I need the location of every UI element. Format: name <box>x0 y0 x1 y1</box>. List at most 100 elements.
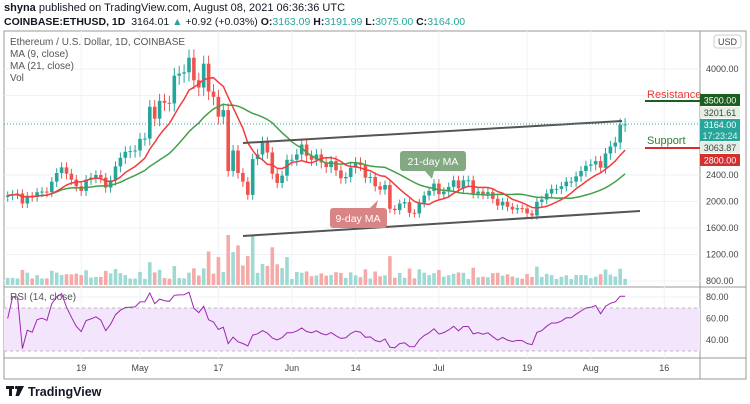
candle <box>554 188 559 190</box>
symbol: COINBASE:ETHUSD, 1D <box>4 16 126 28</box>
candle <box>314 154 319 160</box>
volume-bar <box>270 247 275 285</box>
candle <box>118 157 123 167</box>
volume-bar <box>133 278 137 285</box>
candle <box>618 124 622 143</box>
date-tick-label: 17 <box>213 363 223 373</box>
candle <box>569 181 573 183</box>
candle <box>304 144 309 156</box>
candle <box>451 180 456 187</box>
candle <box>206 63 211 92</box>
candle <box>422 195 426 203</box>
candle <box>246 181 250 195</box>
volume-bar <box>495 272 500 285</box>
candle <box>250 159 255 195</box>
volume-bar <box>35 275 39 285</box>
price-tick-label: 800.00 <box>706 276 734 286</box>
candle <box>143 138 147 140</box>
candle <box>334 161 338 171</box>
volume-bar <box>157 269 162 285</box>
volume-bar <box>54 272 59 285</box>
candle <box>432 183 436 191</box>
candle <box>339 170 343 179</box>
candle <box>530 213 534 216</box>
high: 3191.99 <box>324 16 363 28</box>
price-tick-label: 2400.00 <box>706 170 739 180</box>
candle <box>35 192 39 197</box>
candle <box>348 167 353 177</box>
volume-bar <box>363 269 368 285</box>
candle <box>564 181 569 187</box>
candle <box>486 192 490 195</box>
volume-bar <box>30 278 34 285</box>
volume-bar <box>59 274 64 285</box>
ma9-callout: 9-day MA <box>330 200 387 228</box>
candle <box>466 180 471 182</box>
volume-bar <box>295 271 299 285</box>
currency-button[interactable] <box>713 34 742 49</box>
volume-bar <box>314 275 319 285</box>
candle <box>133 150 137 152</box>
volume-bar <box>589 278 593 285</box>
volume-bar <box>40 278 44 285</box>
candle <box>446 186 451 192</box>
volume-bar <box>549 275 554 285</box>
volume-bar <box>50 270 54 285</box>
candle <box>177 73 181 76</box>
volume-bar <box>231 252 235 285</box>
candle <box>442 191 446 195</box>
volume-bar <box>598 274 603 285</box>
lower-trendline[interactable] <box>242 210 641 237</box>
candle <box>69 173 74 180</box>
volume-bar <box>79 275 83 285</box>
candle <box>187 57 191 73</box>
candle <box>148 106 152 139</box>
volume-bar <box>108 273 113 285</box>
volume-bar <box>187 272 191 285</box>
volume-bar <box>64 274 69 285</box>
candle <box>623 124 627 126</box>
candle <box>172 75 177 104</box>
candle <box>417 202 422 214</box>
volume-bar <box>265 265 270 285</box>
volume-bar <box>339 272 343 285</box>
volume-bar <box>623 278 627 285</box>
volume-bar <box>25 272 30 285</box>
candle <box>412 212 417 214</box>
candle <box>162 100 167 103</box>
candle <box>393 208 397 211</box>
rsi-tick-label: 60.00 <box>706 314 729 324</box>
upper-trendline[interactable] <box>242 120 623 144</box>
volume-bar <box>334 272 338 285</box>
candle <box>603 153 608 168</box>
volume-bar <box>123 275 128 285</box>
volume-bar <box>593 276 598 285</box>
candle <box>236 150 240 174</box>
chart-frame <box>3 30 747 380</box>
candle <box>295 154 299 160</box>
volume-bar <box>579 275 583 285</box>
candle <box>54 173 59 182</box>
volume-bar <box>613 276 618 285</box>
candle <box>59 167 64 174</box>
volume-bar <box>143 278 147 285</box>
candle <box>378 186 382 190</box>
candle <box>574 176 578 182</box>
volume-bar <box>255 272 260 285</box>
support-tag: 2800.00 <box>704 156 737 166</box>
volume-bar <box>432 273 436 285</box>
upper-trendline-tag: 3201.61 <box>704 108 737 118</box>
volume-bar <box>113 269 118 285</box>
volume-bar <box>162 277 167 285</box>
tradingview-logo-icon <box>6 385 24 396</box>
tradingview-logo[interactable]: TradingView <box>6 385 102 399</box>
volume-bar <box>388 256 392 285</box>
candle <box>231 150 235 172</box>
volume-bar <box>564 275 569 285</box>
candle <box>290 159 294 161</box>
volume-bar <box>442 276 446 285</box>
candle <box>309 155 314 160</box>
low: 3075.00 <box>375 16 414 28</box>
volume-bar <box>69 274 74 285</box>
